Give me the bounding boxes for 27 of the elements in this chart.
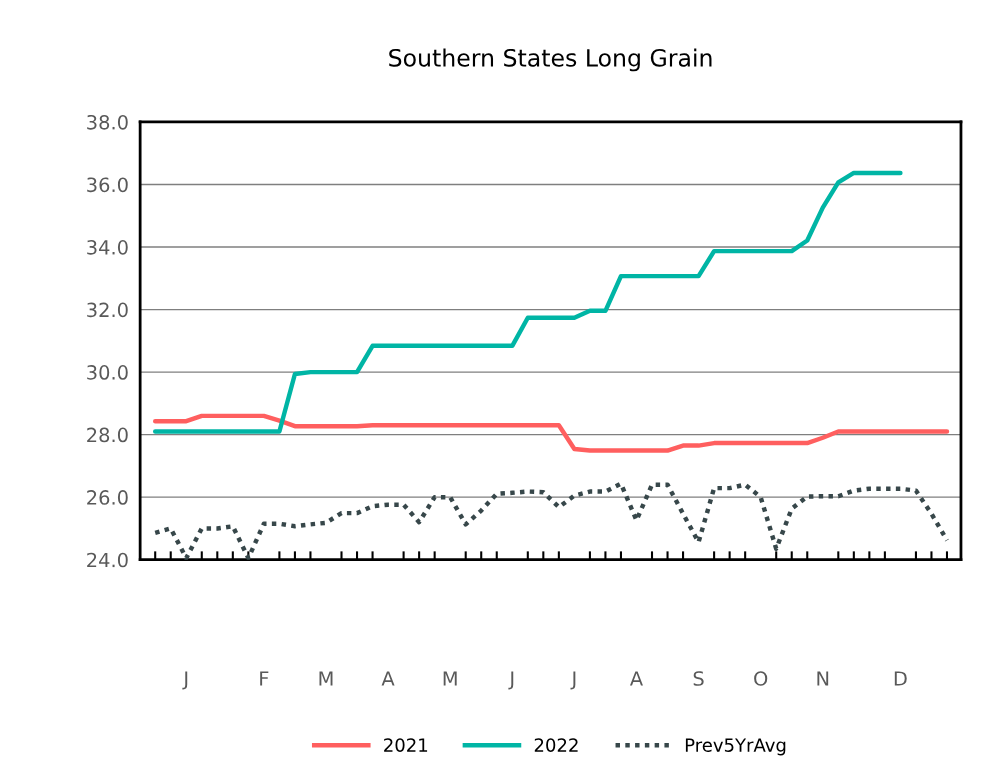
x-tick-label: J	[182, 671, 188, 690]
legend-label: 2021	[384, 738, 428, 752]
chart-title: Southern States Long Grain	[389, 48, 712, 72]
x-tick-label: O	[754, 671, 768, 686]
x-tick-label: N	[817, 671, 829, 686]
line-series	[152, 170, 903, 434]
line-series	[152, 481, 950, 560]
x-tick-label: D	[894, 671, 907, 686]
y-tick-label: 36.0	[87, 177, 128, 193]
x-tick-label: J	[508, 671, 514, 690]
x-tick-label: A	[381, 671, 395, 686]
y-tick-label: 28.0	[87, 427, 128, 443]
line-series	[152, 413, 950, 453]
legend-label: Prev5YrAvg	[685, 738, 786, 756]
y-tick-label: 32.0	[87, 302, 128, 318]
y-tick-label: 24.0	[87, 552, 128, 568]
x-tick-label: M	[443, 671, 457, 686]
y-tick-label: 34.0	[87, 240, 128, 255]
x-tick-label: J	[570, 671, 576, 690]
legend-label: 2022	[534, 738, 578, 752]
x-tick-label: M	[319, 671, 333, 686]
y-tick-label: 38.0	[87, 114, 128, 130]
y-tick-label: 30.0	[87, 365, 128, 380]
x-tick-label: A	[629, 671, 643, 686]
x-tick-label: F	[260, 671, 269, 686]
y-tick-label: 26.0	[87, 490, 128, 505]
x-tick-label: S	[693, 671, 704, 686]
